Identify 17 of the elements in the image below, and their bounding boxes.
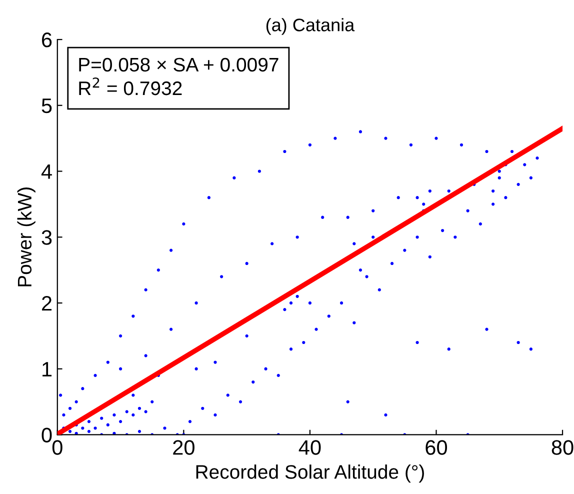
y-tick-label: 2 [42, 296, 52, 311]
y-tick-label: 5 [42, 98, 52, 114]
x-axis-title: Recorded Solar Altitude (°) [196, 464, 424, 483]
y-tick-label: 4 [41, 164, 52, 179]
y-tick-label: 3 [42, 230, 52, 245]
y-tick-label: 1 [42, 362, 52, 376]
x-tick-label: 0 [52, 440, 62, 455]
x-tick-label: 20 [173, 440, 194, 455]
y-axis-title: Power (kW) [17, 188, 36, 286]
x-tick-label: 40 [298, 440, 321, 455]
annotation: P=0.058 × SA + 0.0097 [79, 58, 278, 72]
y-tick-label: 0 [42, 428, 52, 442]
annotation: R$^{2}$ = 0.7932 [79, 77, 182, 96]
y-tick-label: 6 [42, 32, 52, 48]
x-tick-label: 60 [426, 440, 448, 455]
chart-title: (a) Catania [266, 18, 355, 35]
x-tick-label: 80 [552, 440, 574, 455]
